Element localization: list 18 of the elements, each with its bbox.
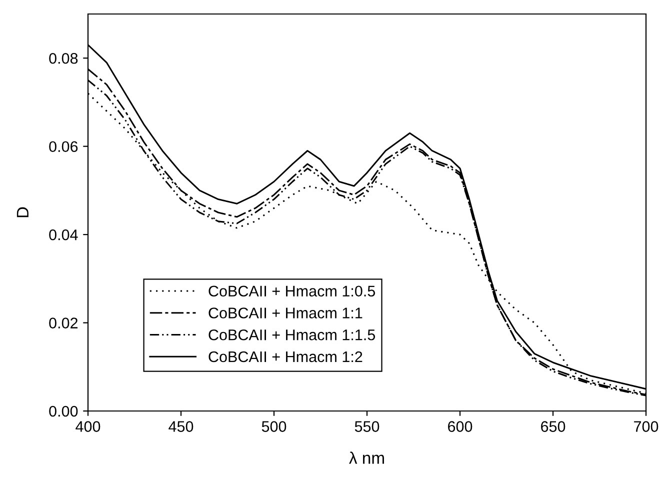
x-tick-label: 400 <box>76 421 100 432</box>
x-tick-label: 700 <box>634 421 658 432</box>
x-tick-label: 500 <box>262 421 286 432</box>
y-tick-label: 0.08 <box>49 52 78 64</box>
y-tick-label: 0.06 <box>49 141 78 152</box>
legend-label: CoBCAII + Hmacm 1:2 <box>208 351 362 362</box>
x-tick-label: 450 <box>168 421 194 432</box>
y-tick-label: 0.04 <box>49 229 78 240</box>
x-axis-title: λ nm <box>349 452 384 464</box>
legend-label: CoBCAII + Hmacm 1:1.5 <box>208 329 376 340</box>
legend-label: CoBCAII + Hmacm 1:1 <box>208 308 362 318</box>
y-tick-label: 0.02 <box>49 318 78 328</box>
y-axis-title: D <box>16 207 28 218</box>
x-tick-label: 600 <box>448 421 472 432</box>
legend-label: CoBCAII + Hmacm 1:0.5 <box>208 286 376 297</box>
x-tick-label: 550 <box>354 421 380 432</box>
y-tick-label: 0.00 <box>49 406 78 417</box>
x-tick-label: 650 <box>541 421 566 432</box>
